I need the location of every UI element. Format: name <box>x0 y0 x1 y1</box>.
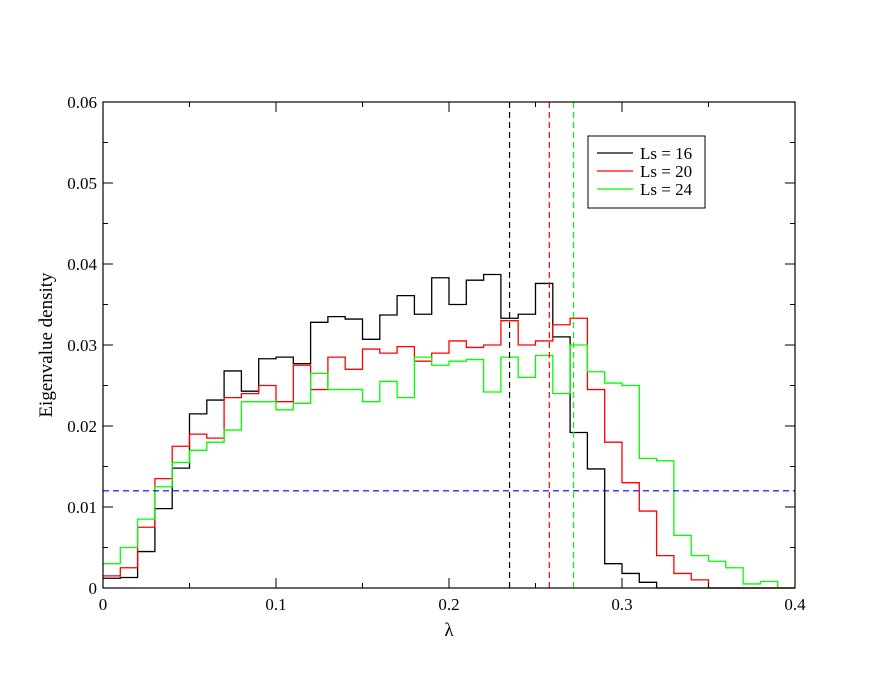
y-tick-label: 0 <box>89 579 98 598</box>
legend-label: Ls = 24 <box>640 180 693 199</box>
y-tick-label: 0.06 <box>67 93 97 112</box>
x-tick-label: 0.2 <box>438 595 459 614</box>
series-line-3 <box>103 344 795 589</box>
x-axis-label: λ <box>444 620 454 641</box>
y-axis-label: Eigenvalue density <box>36 272 57 418</box>
y-tick-label: 0.03 <box>67 336 97 355</box>
y-tick-label: 0.02 <box>67 417 97 436</box>
x-tick-label: 0 <box>99 595 108 614</box>
x-tick-label: 0.1 <box>265 595 286 614</box>
y-tick-label: 0.05 <box>67 174 97 193</box>
y-tick-label: 0.04 <box>67 255 97 274</box>
plot-lines <box>103 273 795 589</box>
legend-label: Ls = 20 <box>640 162 692 181</box>
axis-ticks <box>102 101 796 589</box>
x-tick-label: 0.4 <box>784 595 806 614</box>
y-tick-label: 0.01 <box>67 498 97 517</box>
series-line-1 <box>103 273 795 589</box>
legend-box <box>587 135 706 209</box>
reference-lines <box>103 102 795 588</box>
legend-label: Ls = 16 <box>640 144 692 163</box>
tick-labels: 0 0.1 0.2 0.3 0.4 0 0.01 0.02 0.03 0.04 0.05 0.06 <box>67 93 806 614</box>
x-tick-label: 0.3 <box>611 595 632 614</box>
